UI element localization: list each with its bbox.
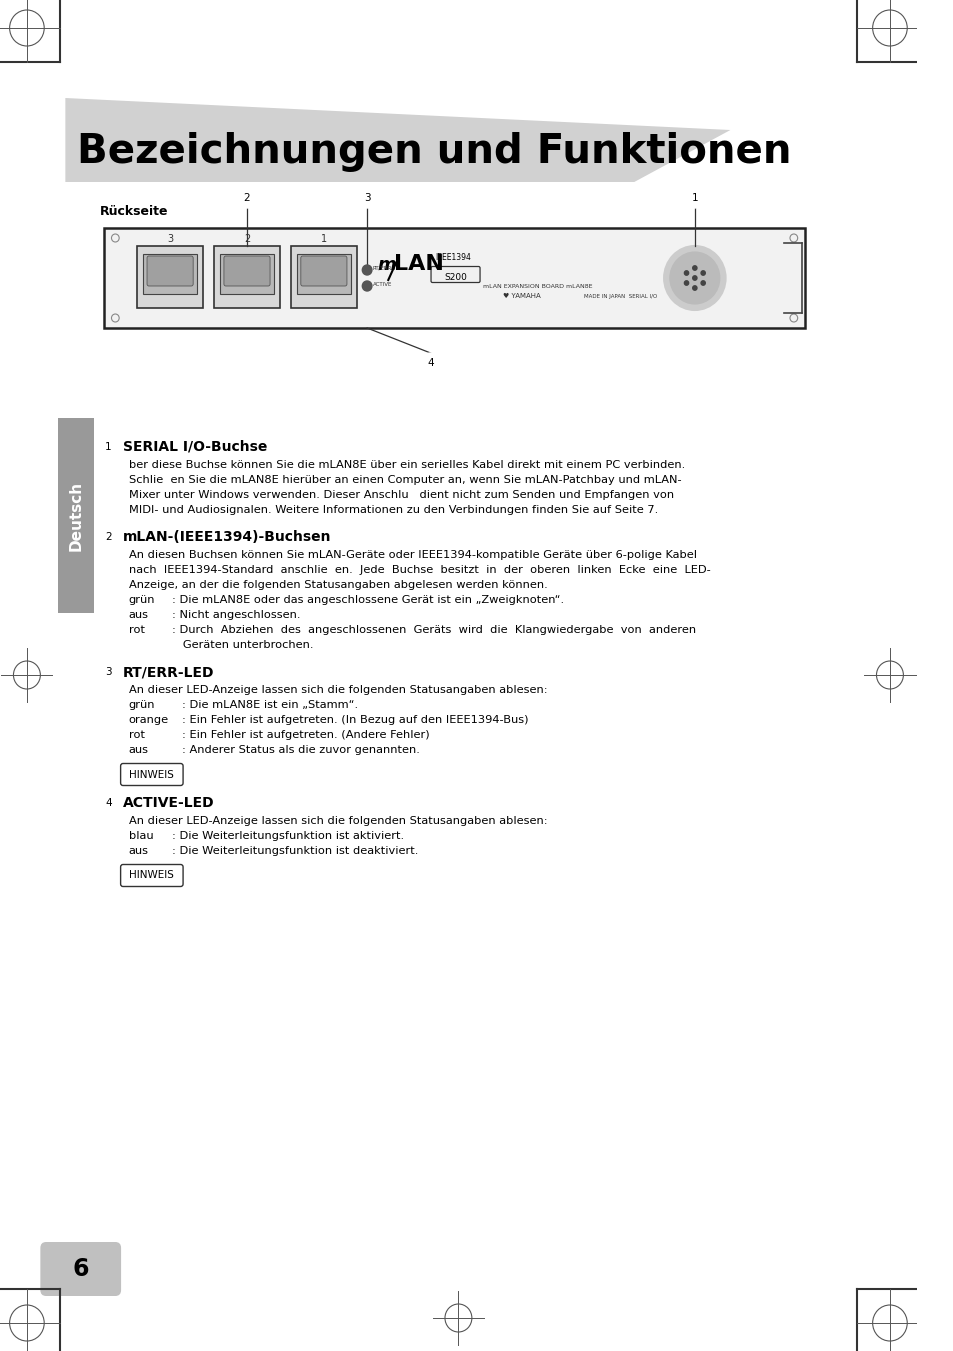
Text: S200: S200: [444, 273, 466, 281]
Text: aus: aus: [129, 846, 149, 857]
Text: ACTIVE-LED: ACTIVE-LED: [123, 796, 214, 811]
Text: 1: 1: [320, 234, 327, 245]
Circle shape: [100, 528, 117, 546]
Text: : Die mLAN8E oder das angeschlossene Gerät ist ein „Zweigknoten“.: : Die mLAN8E oder das angeschlossene Ger…: [172, 594, 563, 605]
Circle shape: [100, 663, 117, 681]
Text: : Nicht angeschlossen.: : Nicht angeschlossen.: [172, 611, 300, 620]
FancyBboxPatch shape: [104, 228, 804, 328]
FancyBboxPatch shape: [431, 266, 479, 282]
Circle shape: [663, 246, 725, 309]
Text: mLAN-(IEEE1394)-Buchsen: mLAN-(IEEE1394)-Buchsen: [123, 530, 332, 544]
FancyBboxPatch shape: [220, 254, 274, 295]
Text: HINWEIS: HINWEIS: [130, 870, 174, 881]
Polygon shape: [66, 99, 730, 182]
FancyBboxPatch shape: [120, 763, 183, 785]
Text: grün: grün: [129, 594, 155, 605]
FancyBboxPatch shape: [224, 255, 270, 286]
Text: ACTIVE: ACTIVE: [373, 282, 392, 286]
FancyBboxPatch shape: [147, 255, 193, 286]
FancyBboxPatch shape: [120, 865, 183, 886]
Text: mLAN EXPANSION BOARD mLAN8E: mLAN EXPANSION BOARD mLAN8E: [483, 284, 593, 289]
Text: blau: blau: [129, 831, 153, 842]
Text: LAN: LAN: [394, 254, 443, 274]
Text: : Ein Fehler ist aufgetreten. (Andere Fehler): : Ein Fehler ist aufgetreten. (Andere Fe…: [181, 730, 429, 740]
FancyBboxPatch shape: [291, 246, 356, 308]
Text: 3: 3: [363, 193, 370, 203]
Text: : Die Weiterleitungsfunktion ist aktiviert.: : Die Weiterleitungsfunktion ist aktivie…: [172, 831, 404, 842]
Text: RT/ERR-LED: RT/ERR-LED: [123, 665, 214, 680]
Text: : Ein Fehler ist aufgetreten. (In Bezug auf den IEEE1394-Bus): : Ein Fehler ist aufgetreten. (In Bezug …: [181, 715, 528, 725]
Circle shape: [683, 270, 688, 276]
FancyBboxPatch shape: [40, 1242, 121, 1296]
Text: SERIAL I/O-Buchse: SERIAL I/O-Buchse: [123, 440, 267, 454]
Circle shape: [100, 438, 117, 457]
FancyBboxPatch shape: [143, 254, 197, 295]
Text: Mixer unter Windows verwenden. Dieser Anschlu   dient nicht zum Senden und Empfa: Mixer unter Windows verwenden. Dieser An…: [129, 490, 673, 500]
Text: rot: rot: [129, 730, 145, 740]
Text: m: m: [377, 255, 396, 274]
Text: MIDI- und Audiosignalen. Weitere Informationen zu den Verbindungen finden Sie au: MIDI- und Audiosignalen. Weitere Informa…: [129, 505, 658, 515]
Circle shape: [420, 353, 439, 373]
Text: nach  IEEE1394-Standard  anschlie  en.  Jede  Buchse  besitzt  in  der  oberen  : nach IEEE1394-Standard anschlie en. Jede…: [129, 565, 710, 576]
Text: ♥ YAMAHA: ♥ YAMAHA: [502, 293, 539, 299]
Circle shape: [362, 281, 372, 290]
Text: MADE IN JAPAN  SERIAL I/O: MADE IN JAPAN SERIAL I/O: [583, 295, 657, 299]
Text: grün: grün: [129, 700, 155, 711]
Circle shape: [669, 253, 720, 304]
Circle shape: [683, 281, 688, 285]
FancyBboxPatch shape: [300, 255, 347, 286]
Text: Bezeichnungen und Funktionen: Bezeichnungen und Funktionen: [77, 132, 791, 172]
Circle shape: [692, 276, 697, 280]
FancyBboxPatch shape: [137, 246, 203, 308]
Text: 2: 2: [105, 532, 112, 542]
Circle shape: [700, 281, 704, 285]
Text: Rückseite: Rückseite: [100, 205, 169, 218]
Circle shape: [237, 188, 256, 208]
Text: 4: 4: [105, 798, 112, 808]
Circle shape: [684, 188, 703, 208]
Text: 6: 6: [72, 1256, 89, 1281]
Circle shape: [100, 794, 117, 812]
Text: aus: aus: [129, 611, 149, 620]
Text: 2: 2: [243, 193, 250, 203]
Text: 2: 2: [244, 234, 250, 245]
Text: An dieser LED-Anzeige lassen sich die folgenden Statusangaben ablesen:: An dieser LED-Anzeige lassen sich die fo…: [129, 685, 547, 694]
FancyBboxPatch shape: [57, 417, 94, 613]
Text: aus: aus: [129, 744, 149, 755]
Text: Schlie  en Sie die mLAN8E hierüber an einen Computer an, wenn Sie mLAN-Patchbay : Schlie en Sie die mLAN8E hierüber an ein…: [129, 476, 680, 485]
Text: Geräten unterbrochen.: Geräten unterbrochen.: [172, 640, 314, 650]
FancyBboxPatch shape: [296, 254, 351, 295]
Text: ber diese Buchse können Sie die mLAN8E über ein serielles Kabel direkt mit einem: ber diese Buchse können Sie die mLAN8E ü…: [129, 459, 684, 470]
Text: HINWEIS: HINWEIS: [130, 770, 174, 780]
Text: rot: rot: [129, 626, 145, 635]
Text: : Die mLAN8E ist ein „Stamm“.: : Die mLAN8E ist ein „Stamm“.: [181, 700, 357, 711]
Circle shape: [692, 286, 697, 290]
Text: An diesen Buchsen können Sie mLAN-Geräte oder IEEE1394-kompatible Geräte über 6-: An diesen Buchsen können Sie mLAN-Geräte…: [129, 550, 696, 561]
Text: : Durch  Abziehen  des  angeschlossenen  Geräts  wird  die  Klangwiedergabe  von: : Durch Abziehen des angeschlossenen Ger…: [172, 626, 696, 635]
Text: 3: 3: [105, 667, 112, 677]
Text: 1: 1: [691, 193, 698, 203]
Text: orange: orange: [129, 715, 169, 725]
Text: : Die Weiterleitungsfunktion ist deaktiviert.: : Die Weiterleitungsfunktion ist deaktiv…: [172, 846, 418, 857]
Circle shape: [692, 266, 697, 270]
Text: RT/ERR: RT/ERR: [373, 266, 392, 272]
Text: Deutsch: Deutsch: [69, 481, 83, 551]
FancyBboxPatch shape: [214, 246, 279, 308]
Text: : Anderer Status als die zuvor genannten.: : Anderer Status als die zuvor genannten…: [181, 744, 419, 755]
Circle shape: [357, 188, 376, 208]
Circle shape: [700, 270, 704, 276]
Text: Anzeige, an der die folgenden Statusangaben abgelesen werden können.: Anzeige, an der die folgenden Statusanga…: [129, 580, 547, 590]
Text: 3: 3: [167, 234, 173, 245]
Text: 1: 1: [105, 442, 112, 453]
Text: IEEE1394: IEEE1394: [435, 253, 471, 262]
Text: 4: 4: [427, 358, 434, 367]
Text: An dieser LED-Anzeige lassen sich die folgenden Statusangaben ablesen:: An dieser LED-Anzeige lassen sich die fo…: [129, 816, 547, 825]
Circle shape: [362, 265, 372, 276]
